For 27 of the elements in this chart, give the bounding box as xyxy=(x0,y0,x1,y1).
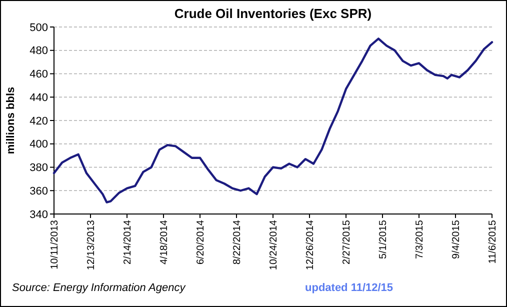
x-tick-label: 6/20/2014 xyxy=(196,220,206,264)
x-tick-label: 11/6/2015 xyxy=(488,220,498,264)
y-tick-label: 480 xyxy=(30,45,48,58)
y-tick-label: 360 xyxy=(30,185,48,198)
x-tick-label: 8/22/2014 xyxy=(232,220,243,264)
line-series xyxy=(52,38,494,204)
y-tick-label: 440 xyxy=(30,92,48,104)
x-tick-label: 4/18/2014 xyxy=(159,220,170,264)
x-tick-label: 10/24/2014 xyxy=(268,220,280,270)
y-axis-title: millions bbls xyxy=(5,86,17,154)
y-tick-label: 340 xyxy=(30,208,48,221)
x-tick-label: 10/11/2013 xyxy=(50,220,60,270)
text: updated 11/12/15 xyxy=(305,282,394,294)
y-tick-label: 400 xyxy=(30,138,48,151)
x-tick-label: 5/1/2015 xyxy=(378,220,389,259)
y-tick-label: 460 xyxy=(30,68,48,81)
x-tick-label: 12/13/2013 xyxy=(86,220,97,270)
source-note: Source: Energy Information Agency xyxy=(12,282,187,294)
y-tick-label: 420 xyxy=(30,115,48,128)
x-tick-label: 12/26/2014 xyxy=(305,220,316,270)
chart-title: Crude Oil Inventories (Exc SPR) xyxy=(174,6,372,21)
y-tick-label: 380 xyxy=(30,162,48,174)
x-tick-label: 9/4/2015 xyxy=(451,220,462,259)
x-tick-label: 2/14/2014 xyxy=(122,220,134,264)
y-tick-label: 500 xyxy=(30,22,48,34)
x-tick-label: 7/3/2015 xyxy=(414,220,426,259)
x-tick-label: 2/27/2015 xyxy=(342,220,352,264)
